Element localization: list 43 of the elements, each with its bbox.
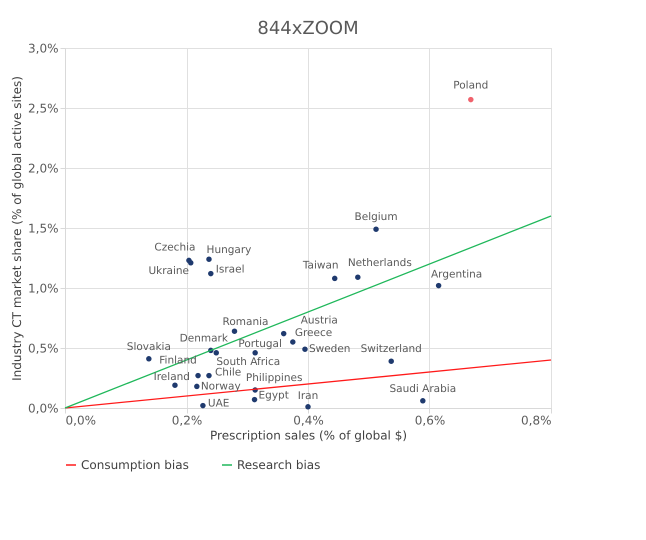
annotation: UAE bbox=[208, 398, 230, 410]
legend-label: Consumption bias bbox=[81, 458, 189, 472]
annotation: Egypt bbox=[258, 390, 289, 402]
annotation: Israel bbox=[216, 264, 245, 276]
annotation: Austria bbox=[300, 314, 338, 327]
annotation: Saudi Arabia bbox=[390, 382, 456, 395]
x-tick-label: 0,0% bbox=[66, 414, 96, 428]
x-axis-title: Prescription sales (% of global $) bbox=[210, 428, 408, 442]
annotation: Romania bbox=[222, 316, 268, 328]
annotation: Iran bbox=[298, 390, 318, 402]
x-tick-label: 0,4% bbox=[293, 414, 324, 428]
annotation: Ukraine bbox=[148, 264, 190, 277]
annotation: Philippines bbox=[246, 372, 302, 384]
annotation: Hungary bbox=[206, 244, 252, 256]
annotation: Poland bbox=[453, 80, 488, 92]
y-tick-label: 2,5% bbox=[28, 102, 58, 116]
x-tick-label: 0,2% bbox=[172, 414, 202, 428]
y-tick-label: 0,5% bbox=[28, 342, 58, 356]
annotation: Greece bbox=[294, 327, 332, 339]
legend-label: Research bias bbox=[237, 458, 320, 472]
annotation: Netherlands bbox=[348, 257, 412, 270]
y-tick-label: 0,0% bbox=[28, 402, 58, 416]
annotation: Switzerland bbox=[360, 343, 422, 356]
y-tick-label: 2,0% bbox=[28, 162, 58, 176]
annotation: Ireland bbox=[154, 371, 190, 384]
annotation: Taiwan bbox=[302, 259, 339, 272]
annotation: South Africa bbox=[216, 356, 280, 368]
annotation: Chile bbox=[214, 366, 242, 379]
annotation: Slovakia bbox=[126, 340, 171, 353]
annotation: Denmark bbox=[180, 332, 229, 344]
annotation: Norway bbox=[200, 380, 241, 392]
y-tick-label: 1,0% bbox=[28, 282, 58, 296]
annotation: Portugal bbox=[238, 338, 282, 350]
x-tick-label: 0,6% bbox=[414, 414, 446, 428]
annotation: Belgium bbox=[354, 211, 398, 224]
chart-title: 844xZOOM bbox=[257, 18, 359, 39]
y-tick-label: 1,5% bbox=[28, 222, 58, 236]
x-tick-label: 0,8% bbox=[521, 414, 552, 428]
annotation: Sweden bbox=[308, 343, 350, 356]
y-axis-title: Industry CT market share (% of global active sites) bbox=[10, 76, 24, 381]
annotation: Czechia bbox=[154, 241, 196, 254]
y-tick-label: 3,0% bbox=[28, 42, 58, 56]
annotation: Argentina bbox=[431, 268, 482, 281]
